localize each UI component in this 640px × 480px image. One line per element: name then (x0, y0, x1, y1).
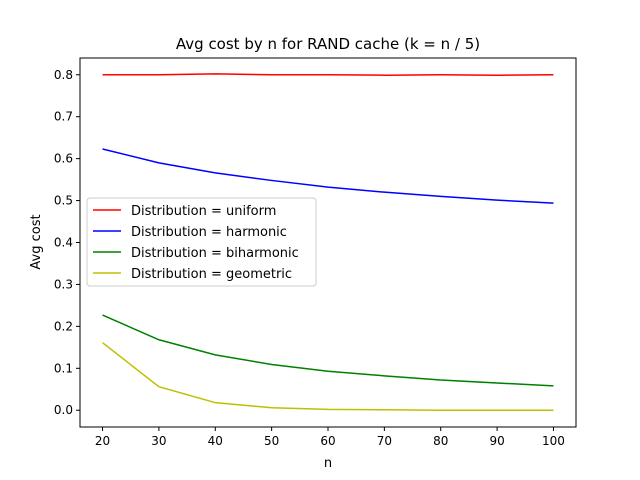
legend-items: Distribution = uniform Distribution = har… (93, 204, 299, 282)
series-line-0 (102, 73, 554, 76)
y-tick-label: 0.2 (54, 319, 73, 333)
series-line-2 (102, 314, 554, 387)
legend-label-2: Distribution = biharmonic (131, 246, 299, 261)
legend-frame (86, 197, 317, 287)
x-axis-ticks: 20 30 40 50 60 70 80 90 100 (95, 427, 565, 448)
y-tick-label: 0.1 (54, 361, 73, 375)
x-tick-label: 40 (208, 434, 223, 448)
y-tick-label: 0.0 (54, 403, 73, 417)
y-tick-label: 0.6 (54, 152, 73, 166)
y-tick-label: 0.8 (54, 68, 73, 82)
y-tick-label: 0.5 (54, 194, 73, 208)
x-tick-label: 90 (489, 434, 504, 448)
x-tick-label: 70 (377, 434, 392, 448)
legend: Distribution = uniform Distribution = har… (86, 197, 317, 287)
legend-label-3: Distribution = geometric (131, 267, 292, 282)
y-tick-label: 0.3 (54, 277, 73, 291)
legend-label-1: Distribution = harmonic (131, 225, 287, 240)
x-tick-label: 60 (320, 434, 335, 448)
x-tick-label: 20 (95, 434, 110, 448)
x-tick-label: 30 (151, 434, 166, 448)
y-tick-label: 0.7 (54, 110, 73, 124)
chart-title: Avg cost by n for RAND cache (k = n / 5) (176, 35, 480, 53)
x-axis-label: n (324, 456, 332, 471)
series-line-3 (102, 342, 554, 411)
x-tick-label: 50 (264, 434, 279, 448)
series-lines (102, 73, 554, 411)
y-axis-label: Avg cost (29, 214, 44, 269)
y-tick-label: 0.4 (54, 236, 73, 250)
x-tick-label: 80 (433, 434, 448, 448)
series-line-1 (102, 148, 554, 204)
y-axis-ticks: 0.0 0.1 0.2 0.3 0.4 0.5 0.6 0.7 0.8 (54, 68, 80, 417)
x-tick-label: 100 (542, 434, 565, 448)
legend-label-0: Distribution = uniform (131, 204, 276, 219)
